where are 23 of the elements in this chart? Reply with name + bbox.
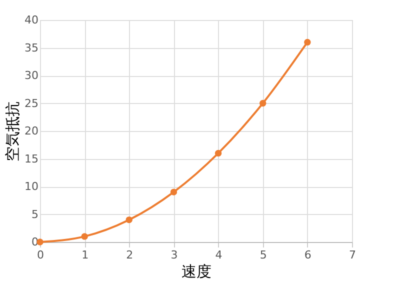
- x-tick-label: 2: [126, 248, 134, 262]
- y-tick-label: 35: [24, 41, 38, 54]
- y-tick-label: 15: [24, 152, 38, 166]
- y-tick-label: 20: [24, 124, 38, 138]
- y-tick-label: 25: [24, 96, 38, 110]
- y-tick-label: 30: [24, 69, 38, 82]
- point: [126, 216, 132, 224]
- point: [170, 188, 178, 196]
- x-tick-label: 7: [349, 248, 356, 262]
- y-tick-label: 40: [24, 14, 38, 26]
- point: [260, 100, 266, 107]
- point: [81, 233, 88, 240]
- y-axis-title: 空気抵抗: [4, 102, 22, 162]
- x-tick-label: 6: [304, 248, 312, 262]
- point: [304, 38, 311, 46]
- point: [214, 150, 222, 157]
- x-tick-label: 5: [260, 248, 267, 262]
- y-tick-label: 10: [24, 180, 38, 193]
- x-tick-label: 1: [82, 248, 89, 262]
- y-tick-label: 5: [32, 208, 38, 221]
- x-axis-title: 速度: [182, 262, 212, 280]
- x-tick-label: 3: [170, 248, 178, 262]
- x-tick-label: 4: [215, 248, 222, 262]
